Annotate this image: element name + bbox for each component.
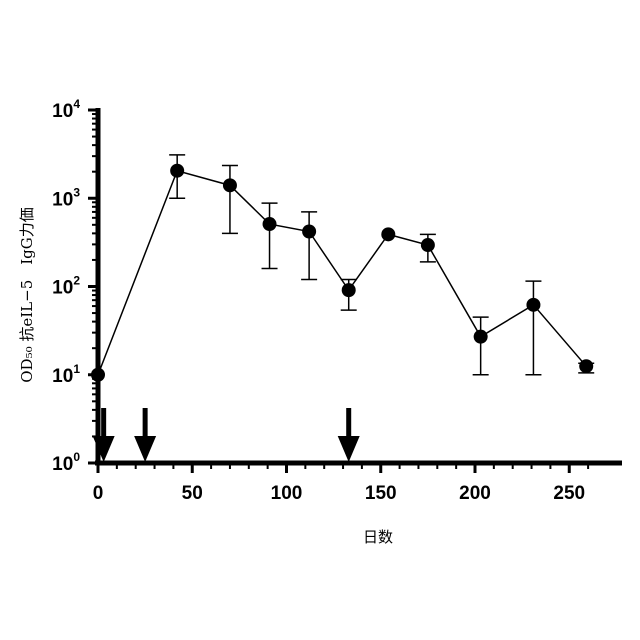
y-tick-exponent: 4 (73, 97, 80, 111)
y-tick-label: 104 (52, 97, 80, 122)
error-bar (301, 212, 317, 280)
x-tick-label: 0 (93, 483, 104, 504)
y-tick-label: 103 (52, 185, 80, 210)
data-point (302, 224, 316, 238)
y-tick-base: 10 (52, 101, 73, 122)
error-bar (262, 203, 278, 268)
series-line (98, 171, 586, 375)
data-point (421, 238, 435, 252)
error-bar (525, 281, 541, 375)
arrow-head (338, 436, 360, 462)
data-point (91, 368, 105, 382)
series (91, 155, 594, 382)
data-point (170, 164, 184, 178)
y-tick-label: 102 (52, 274, 80, 299)
x-tick-label: 200 (459, 483, 491, 504)
y-tick-base: 10 (52, 189, 73, 210)
data-point (342, 283, 356, 297)
error-bar (222, 166, 238, 234)
y-tick-label: 101 (52, 362, 80, 387)
x-tick-label: 250 (553, 483, 585, 504)
x-axis: 0 50 100 150 200 250 (93, 463, 622, 504)
injection-arrows (93, 408, 360, 462)
y-tick-base: 10 (52, 366, 73, 387)
y-tick-exponent: 0 (73, 450, 80, 464)
injection-arrow (338, 408, 360, 462)
y-tick-exponent: 2 (73, 274, 80, 288)
injection-arrow (134, 408, 156, 462)
y-tick-base: 10 (52, 278, 73, 299)
x-tick-label: 50 (182, 483, 203, 504)
data-point (474, 330, 488, 344)
y-tick-label: 100 (52, 450, 80, 475)
x-tick-label: 100 (271, 483, 303, 504)
data-point (223, 178, 237, 192)
y-axis: 100101102103104 (52, 97, 98, 475)
arrow-head (134, 436, 156, 462)
y-tick-base: 10 (52, 454, 73, 475)
x-axis-title: 日数 (363, 528, 393, 546)
x-tick-label: 150 (365, 483, 397, 504)
y-tick-exponent: 3 (73, 185, 80, 199)
data-point (263, 217, 277, 231)
data-point (381, 227, 395, 241)
y-tick-exponent: 1 (73, 362, 80, 376)
data-point (579, 359, 593, 373)
y-axis-title: OD₅₀ 抗eIL−5 IgG力価 (18, 207, 36, 383)
data-point (526, 298, 540, 312)
